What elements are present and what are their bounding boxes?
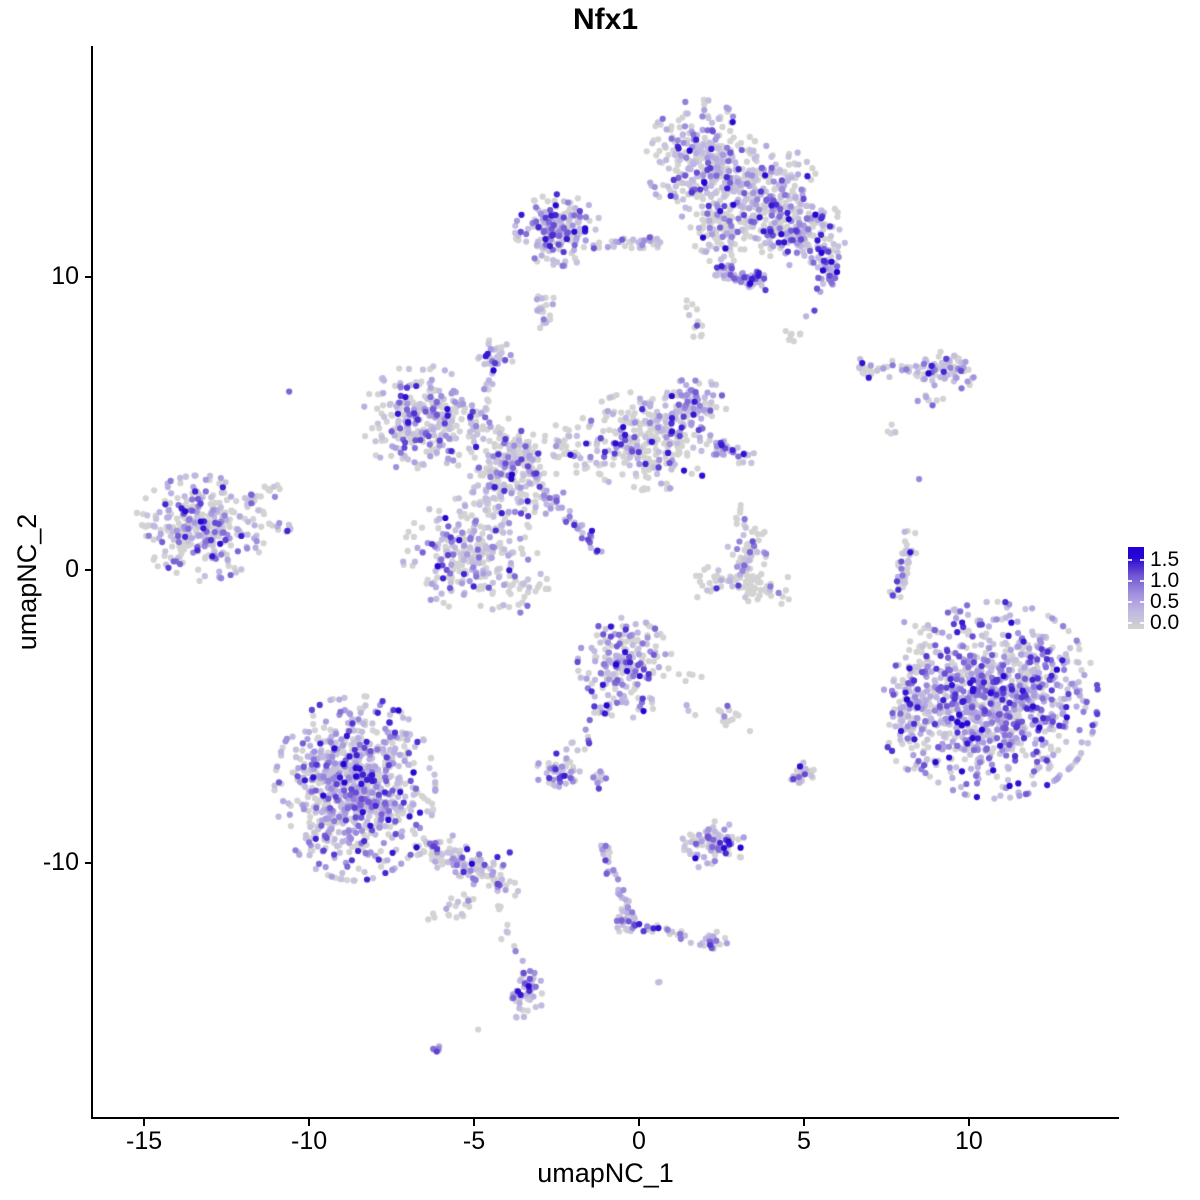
x-tick-mark (967, 1119, 970, 1126)
colorbar-tick (1128, 580, 1132, 582)
expression-colorbar-legend: 1.5 1.0 0.5 0.0 (1124, 540, 1200, 640)
x-axis-line (91, 1117, 1119, 1119)
colorbar-tick (1140, 622, 1144, 624)
legend-label-0-5: 0.5 (1150, 590, 1180, 613)
legend-label-1-5: 1.5 (1150, 548, 1180, 571)
x-tick-mark (473, 1119, 476, 1126)
x-tick-label: 10 (954, 1127, 983, 1155)
y-tick-label: 0 (65, 555, 79, 584)
plot-title: Nfx1 (572, 3, 639, 36)
y-tick-mark (85, 276, 92, 279)
colorbar-tick (1140, 601, 1144, 603)
y-axis-title: umapNC_2 (12, 513, 42, 651)
colorbar-tick (1140, 559, 1144, 561)
y-tick-label: -10 (42, 848, 79, 877)
x-tick-label: 0 (632, 1127, 646, 1155)
x-tick-mark (143, 1119, 146, 1126)
x-tick-label: 5 (796, 1127, 811, 1155)
colorbar-tick (1128, 622, 1132, 624)
x-tick-mark (637, 1119, 640, 1126)
x-tick-label: -10 (291, 1127, 328, 1155)
colorbar-tick (1128, 601, 1132, 603)
y-tick-mark (85, 862, 92, 865)
legend-label-0-0: 0.0 (1150, 611, 1180, 634)
x-axis-title: umapNC_1 (537, 1158, 674, 1188)
colorbar-tick (1140, 580, 1144, 582)
y-tick-mark (85, 569, 92, 572)
colorbar-gradient (1128, 547, 1144, 629)
y-axis-line (91, 46, 93, 1119)
x-tick-mark (308, 1119, 311, 1126)
legend-label-1-0: 1.0 (1150, 569, 1180, 592)
x-tick-label: -5 (462, 1127, 486, 1155)
colorbar-tick (1128, 559, 1132, 561)
x-tick-mark (802, 1119, 805, 1126)
x-tick-label: -15 (126, 1127, 163, 1155)
y-tick-label: 10 (51, 262, 79, 291)
